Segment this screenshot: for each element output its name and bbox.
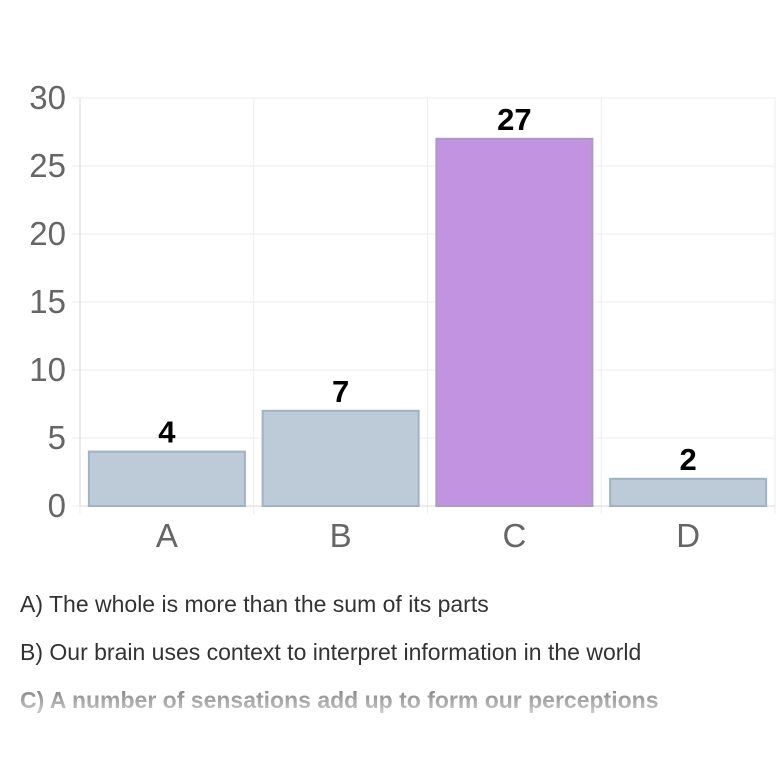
x-axis: A B C D [156,517,700,554]
grid [79,97,776,514]
answer-option-b: B) Our brain uses context to interpret i… [20,639,642,665]
answer-option-a: A) The whole is more than the sum of its… [20,591,489,617]
data-label-a: 4 [158,415,176,450]
y-tick-label: 25 [29,147,66,184]
y-tick-label: 0 [48,487,66,524]
bar-a [87,450,246,508]
y-tick-label: 15 [29,283,66,320]
bar-d [609,477,768,507]
y-tick-label: 30 [29,79,66,116]
data-label-d: 2 [680,442,697,477]
category-label-c: C [502,517,526,554]
answer-option-c: C) A number of sensations add up to form… [20,686,760,714]
data-label-b: 7 [332,374,349,409]
bars [87,137,768,508]
y-tick-label: 20 [29,215,66,252]
y-tick-label: 5 [48,419,66,456]
data-labels: 4 7 27 2 [158,102,697,477]
y-axis: 0 5 10 15 20 25 30 [29,79,775,524]
data-label-c: 27 [497,102,531,137]
bar-c [435,137,594,508]
category-label-d: D [676,517,700,554]
answer-options: A) The whole is more than the sum of its… [20,590,760,734]
category-label-b: B [330,517,352,554]
bar-b [261,409,420,507]
category-label-a: A [156,517,178,554]
bar-chart: 0 5 10 15 20 25 30 4 7 27 2 A B C D [29,79,776,554]
y-tick-label: 10 [29,351,66,388]
